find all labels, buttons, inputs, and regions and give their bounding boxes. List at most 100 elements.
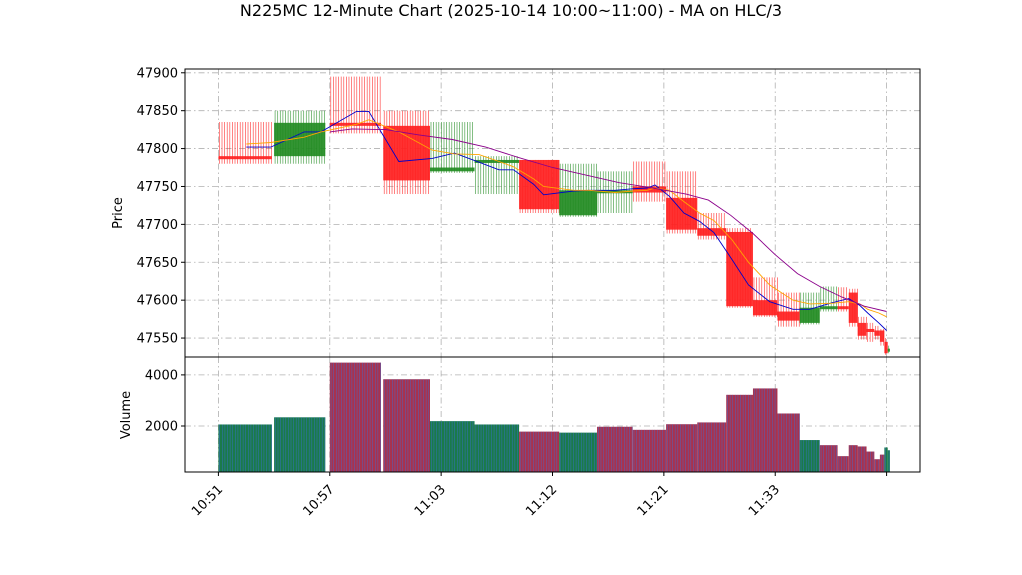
price-y-tick-label: 47800 <box>137 142 178 157</box>
candle-body <box>874 330 880 336</box>
candle <box>474 156 520 195</box>
volume-bar <box>430 421 475 472</box>
volume-bar <box>799 440 820 472</box>
candle-body <box>383 125 430 181</box>
x-tick-label: 10:57 <box>301 482 338 519</box>
volume-y-tick-label: 4000 <box>145 368 178 383</box>
x-tick-label: 11:12 <box>523 482 560 519</box>
candle-body <box>430 167 475 172</box>
volume-bar-fill <box>777 413 800 472</box>
volume-bar-fill <box>666 424 698 472</box>
volume-bar <box>837 456 849 472</box>
candle-body <box>887 348 890 352</box>
volume-bar-fill <box>597 426 633 472</box>
volume-bar <box>697 422 727 472</box>
volume-bar-fill <box>383 379 430 472</box>
candle <box>879 328 885 346</box>
volume-bar <box>752 388 778 472</box>
volume-bar <box>383 379 430 472</box>
candle-body <box>474 159 520 163</box>
candle <box>884 338 888 355</box>
candle <box>430 122 475 173</box>
candle-body <box>666 197 698 230</box>
chart-title: N225MC 12-Minute Chart (2025-10-14 10:00… <box>240 1 782 20</box>
candle-body <box>752 300 778 316</box>
volume-bar-fill <box>879 454 885 472</box>
volume-bar-fill <box>799 440 820 472</box>
price-y-tick-label: 47600 <box>137 294 178 309</box>
volume-bars <box>218 362 890 472</box>
candle-body <box>726 231 753 307</box>
price-panel: 47550 47600 47650 47700 47750 47800 47850 47900… <box>111 66 921 358</box>
candle <box>857 316 867 340</box>
candle <box>666 171 698 234</box>
candle-body <box>799 307 820 323</box>
volume-y-ticks: 2000 4000 <box>145 368 185 435</box>
volume-bar-fill <box>274 417 326 472</box>
candle-body <box>866 328 875 332</box>
x-tick-label: 11:03 <box>412 482 449 519</box>
volume-bar-fill <box>329 362 381 472</box>
price-y-tick-label: 47650 <box>137 256 178 271</box>
volume-bar-fill <box>874 459 880 472</box>
volume-bar-fill <box>559 432 598 472</box>
volume-panel: 2000 4000 Volume <box>119 356 921 473</box>
volume-bar <box>597 426 633 472</box>
volume-bar <box>559 432 598 472</box>
volume-bar-fill <box>848 445 858 472</box>
volume-bar <box>274 417 326 472</box>
volume-bar-fill <box>519 431 560 472</box>
ma-short-line <box>246 110 887 331</box>
candle <box>383 110 430 195</box>
candle-body <box>837 306 849 310</box>
x-tick-label: 11:21 <box>635 482 672 519</box>
volume-y-tick-label: 2000 <box>145 420 178 435</box>
price-y-ticks: 47550 47600 47650 47700 47750 47800 47850 47900 <box>137 66 185 347</box>
volume-bar-fill <box>857 446 867 472</box>
candle <box>559 163 598 217</box>
volume-bar <box>866 451 875 472</box>
volume-bar <box>474 424 520 472</box>
candle <box>752 277 778 317</box>
candle <box>274 110 326 164</box>
candle-body <box>777 311 800 321</box>
candle <box>726 228 753 308</box>
volume-bar <box>887 450 890 472</box>
ma-mid-line <box>246 119 887 318</box>
volume-bar <box>879 454 885 472</box>
moving-average-lines <box>246 110 887 331</box>
candle <box>866 322 875 342</box>
candle-body <box>884 341 888 354</box>
candle <box>632 161 667 202</box>
x-tick-label: 11:33 <box>746 482 783 519</box>
volume-bar <box>519 431 560 472</box>
candle <box>887 345 890 354</box>
x-axis-ticks: 10:51 10:57 11:03 11:12 11:21 11:33 <box>189 472 888 519</box>
volume-bar <box>848 445 858 472</box>
volume-bar <box>884 447 888 472</box>
volume-bar <box>726 394 753 472</box>
candle-body <box>848 292 858 323</box>
volume-bar <box>329 362 381 472</box>
candle-body <box>879 330 885 342</box>
volume-bar <box>857 446 867 472</box>
volume-y-axis-label: Volume <box>119 391 134 439</box>
candle-body <box>857 322 867 336</box>
price-y-tick-label: 47850 <box>137 104 178 119</box>
candle-body <box>819 306 838 310</box>
price-y-axis-label: Price <box>111 197 126 229</box>
candle <box>848 288 858 327</box>
price-y-tick-label: 47700 <box>137 218 178 233</box>
candle-body <box>274 122 326 157</box>
price-y-tick-label: 47750 <box>137 180 178 195</box>
candle <box>819 286 838 312</box>
candle <box>874 325 880 340</box>
volume-bar-fill <box>837 456 849 472</box>
candle <box>697 213 727 240</box>
candle-body <box>597 190 633 194</box>
volume-bar <box>218 424 273 472</box>
candle <box>799 292 820 325</box>
volume-bar <box>632 429 667 472</box>
price-y-tick-label: 47550 <box>137 332 178 347</box>
